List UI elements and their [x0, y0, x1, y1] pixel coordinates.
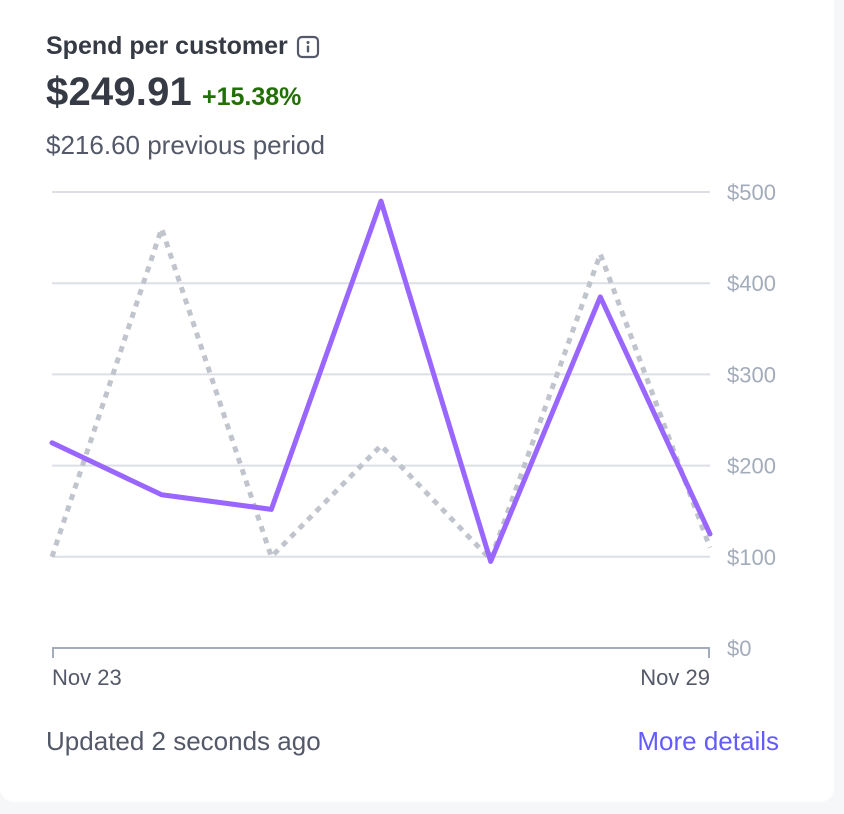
y-tick-label: $100 — [727, 545, 776, 570]
y-tick-label: $200 — [727, 454, 776, 479]
line-chart: $0 $100 $200 $300 $400 $500 Nov 23 Nov 29 — [49, 180, 776, 690]
y-tick-label: $0 — [727, 636, 751, 661]
delta-badge: +15.38% — [202, 83, 302, 111]
info-icon[interactable] — [296, 35, 320, 59]
y-tick-label: $500 — [727, 180, 776, 205]
metric-card: Spend per customer $249.91 +15.38% $216.… — [46, 32, 779, 756]
more-details-link[interactable]: More details — [637, 726, 779, 756]
metric-value: $249.91 — [46, 70, 192, 114]
metric-row: $249.91 +15.38% — [46, 70, 301, 115]
x-tick-label: Nov 29 — [640, 665, 710, 690]
y-tick-label: $300 — [727, 362, 776, 387]
y-tick-label: $400 — [727, 271, 776, 296]
current-period-line — [49, 198, 713, 564]
card-title: Spend per customer — [46, 32, 288, 60]
x-tick-label: Nov 23 — [52, 665, 122, 690]
previous-period-value: $216.60 previous period — [46, 130, 325, 160]
updated-timestamp: Updated 2 seconds ago — [46, 726, 321, 756]
previous-period-line — [49, 225, 713, 563]
title-row: Spend per customer — [46, 32, 320, 61]
